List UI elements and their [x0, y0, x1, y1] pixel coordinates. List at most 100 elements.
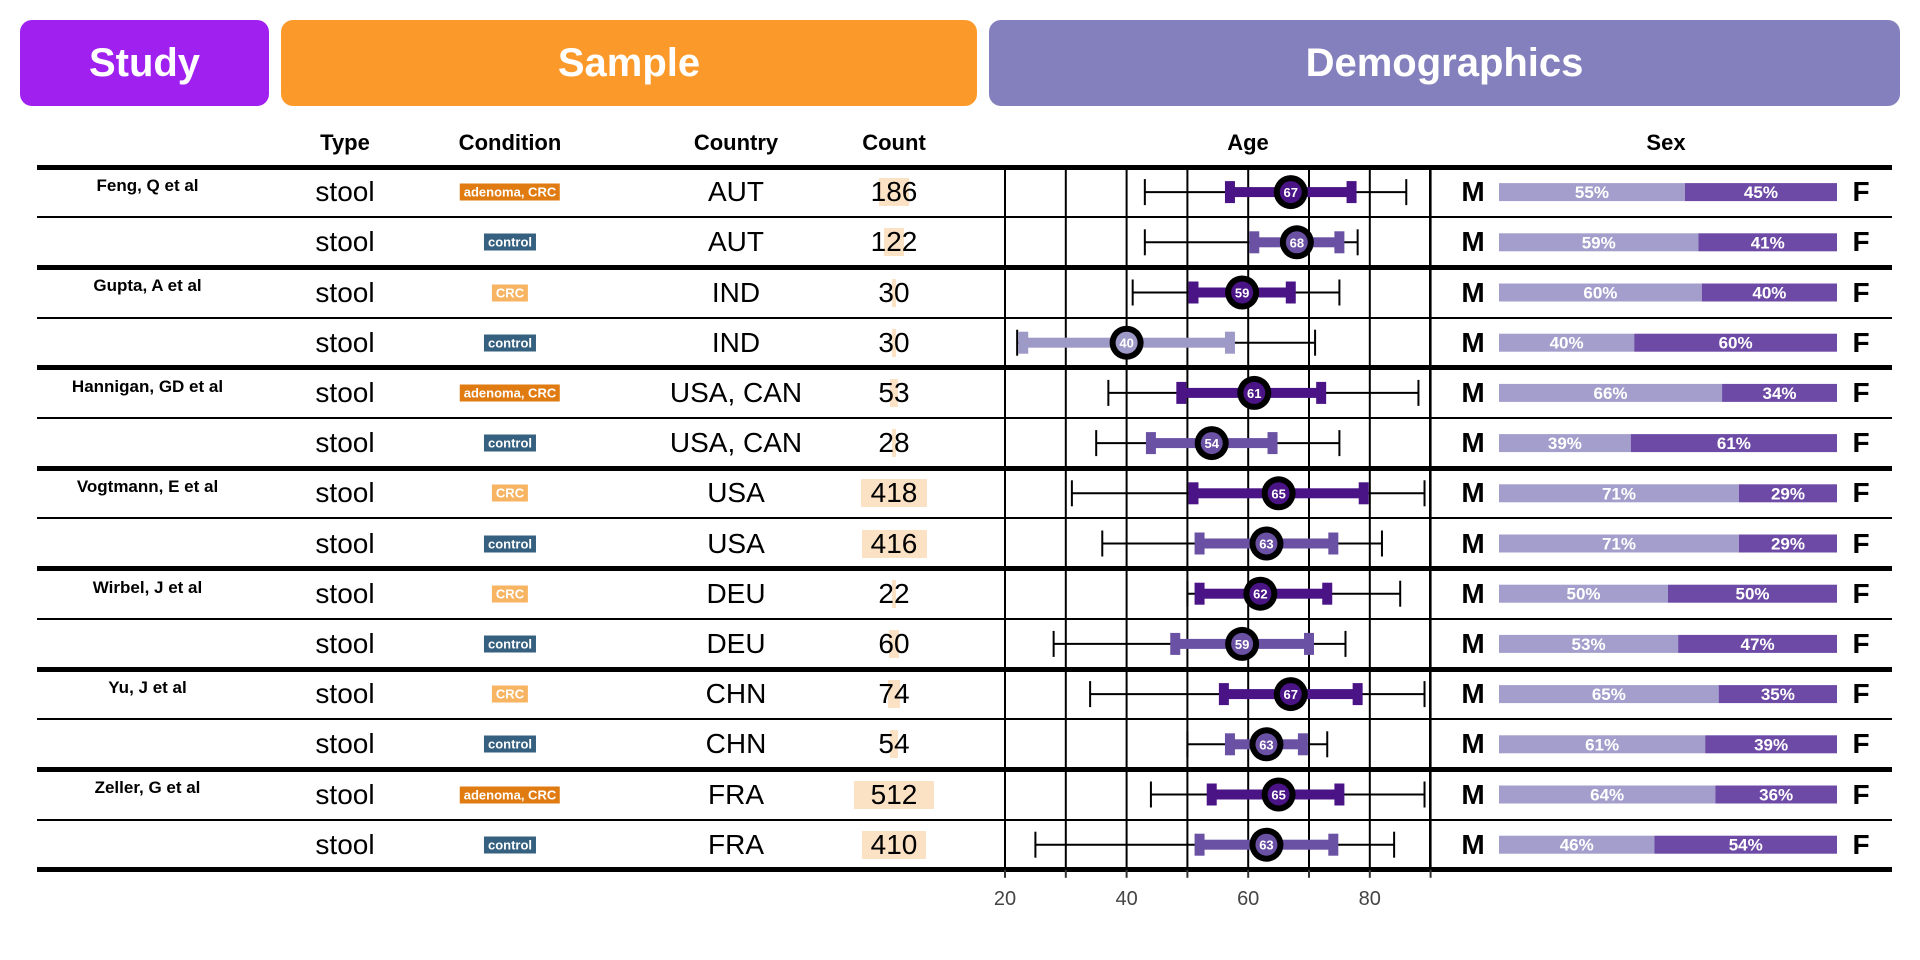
male-label: M: [1461, 376, 1485, 408]
condition-badge: control: [483, 233, 537, 251]
age-median-inner: [1285, 231, 1308, 254]
country: CHN: [705, 728, 767, 760]
condition-badge: adenoma, CRC: [459, 183, 561, 201]
female-share-label: 41%: [1751, 233, 1785, 252]
count-bar: [884, 228, 904, 257]
sample-count: 410: [870, 828, 918, 860]
sample-type: stool: [315, 326, 375, 358]
male-share-label: 64%: [1590, 786, 1624, 805]
male-share-bar: [1499, 534, 1739, 553]
age-median-label: 67: [1284, 185, 1298, 200]
male-label: M: [1461, 577, 1485, 609]
female-share-bar: [1722, 383, 1837, 402]
male-label: M: [1461, 276, 1485, 308]
age-median-label: 63: [1259, 838, 1273, 853]
age-median-inner: [1255, 833, 1278, 856]
female-share-label: 61%: [1717, 434, 1751, 453]
age-iqr-cap: [1194, 582, 1205, 605]
sample-header-banner: Sample: [281, 20, 977, 106]
condition-badge: control: [483, 836, 537, 854]
age-iqr-cap: [1188, 482, 1199, 505]
row-divider: [37, 316, 1892, 319]
count-bar: [891, 278, 897, 307]
female-label: F: [1852, 427, 1870, 459]
male-share-label: 50%: [1566, 585, 1600, 604]
country: USA: [707, 477, 765, 509]
sample-type: stool: [315, 226, 375, 258]
age-median-inner: [1255, 532, 1278, 555]
age-iqr-cap: [1358, 482, 1369, 505]
count-bar: [861, 529, 927, 558]
study-name: Vogtmann, E et al: [76, 477, 219, 497]
female-share-bar: [1738, 484, 1837, 503]
condition-badge: control: [483, 334, 537, 352]
female-label: F: [1852, 577, 1870, 609]
sample-type: stool: [315, 276, 375, 308]
male-share-label: 39%: [1548, 434, 1582, 453]
age-median-inner: [1267, 482, 1290, 505]
male-share-label: 55%: [1575, 183, 1609, 202]
male-label: M: [1461, 778, 1485, 810]
female-share-label: 50%: [1735, 585, 1769, 604]
female-share-label: 29%: [1771, 535, 1805, 554]
country: USA, CAN: [669, 427, 803, 459]
study-name: Yu, J et al: [108, 678, 187, 697]
age-iqr-cap: [1267, 432, 1278, 455]
sample-count: 416: [870, 527, 918, 559]
age-iqr-cap: [1018, 331, 1029, 354]
male-share-bar: [1499, 685, 1719, 704]
sample-count: 30: [878, 276, 910, 308]
age-median-label: 61: [1247, 386, 1261, 401]
sample-type: stool: [315, 527, 375, 559]
age-iqr-cap: [1194, 532, 1205, 555]
male-label: M: [1461, 728, 1485, 760]
age-iqr-cap: [1334, 231, 1345, 254]
male-share-bar: [1499, 584, 1668, 603]
male-share-bar: [1499, 735, 1706, 754]
male-share-bar: [1499, 183, 1685, 202]
female-share-bar: [1698, 233, 1837, 252]
male-share-label: 71%: [1602, 535, 1636, 554]
female-label: F: [1852, 477, 1870, 509]
country: AUT: [708, 226, 764, 258]
country: FRA: [708, 828, 764, 860]
age-median-inner: [1279, 683, 1302, 706]
male-label: M: [1461, 477, 1485, 509]
female-share-bar: [1705, 735, 1837, 754]
sample-type: stool: [315, 828, 375, 860]
age-median-label: 59: [1235, 286, 1249, 301]
count-bar: [889, 629, 899, 658]
male-share-label: 71%: [1602, 484, 1636, 503]
age-axis-tick-label: 20: [994, 888, 1016, 910]
female-share-bar: [1701, 283, 1837, 302]
group-divider: [37, 164, 1892, 170]
condition-badge: control: [483, 535, 537, 552]
male-share-label: 53%: [1572, 635, 1606, 654]
female-share-label: 47%: [1741, 635, 1775, 654]
age-iqr-cap: [1224, 181, 1235, 204]
female-label: F: [1852, 276, 1870, 308]
count-bar: [891, 328, 897, 357]
group-divider: [37, 867, 1892, 873]
age-iqr-cap: [1322, 582, 1333, 605]
female-label: F: [1852, 627, 1870, 659]
group-divider: [37, 666, 1892, 672]
row-divider: [37, 517, 1892, 520]
condition-badge: control: [483, 735, 537, 753]
sample-count: 54: [878, 728, 910, 760]
male-share-bar: [1499, 233, 1699, 252]
age-iqr-cap: [1249, 231, 1260, 254]
age-iqr-cap: [1145, 432, 1156, 455]
condition-badge: adenoma, CRC: [459, 786, 561, 803]
age-iqr-cap: [1224, 733, 1235, 756]
female-label: F: [1852, 176, 1870, 208]
age-median-label: 54: [1204, 436, 1219, 451]
male-label: M: [1461, 427, 1485, 459]
count-bar: [879, 178, 909, 207]
row-divider: [37, 718, 1892, 721]
count-bar: [889, 378, 899, 407]
sample-count: 418: [870, 477, 918, 509]
female-share-bar: [1684, 183, 1837, 202]
male-share-label: 59%: [1582, 233, 1616, 252]
